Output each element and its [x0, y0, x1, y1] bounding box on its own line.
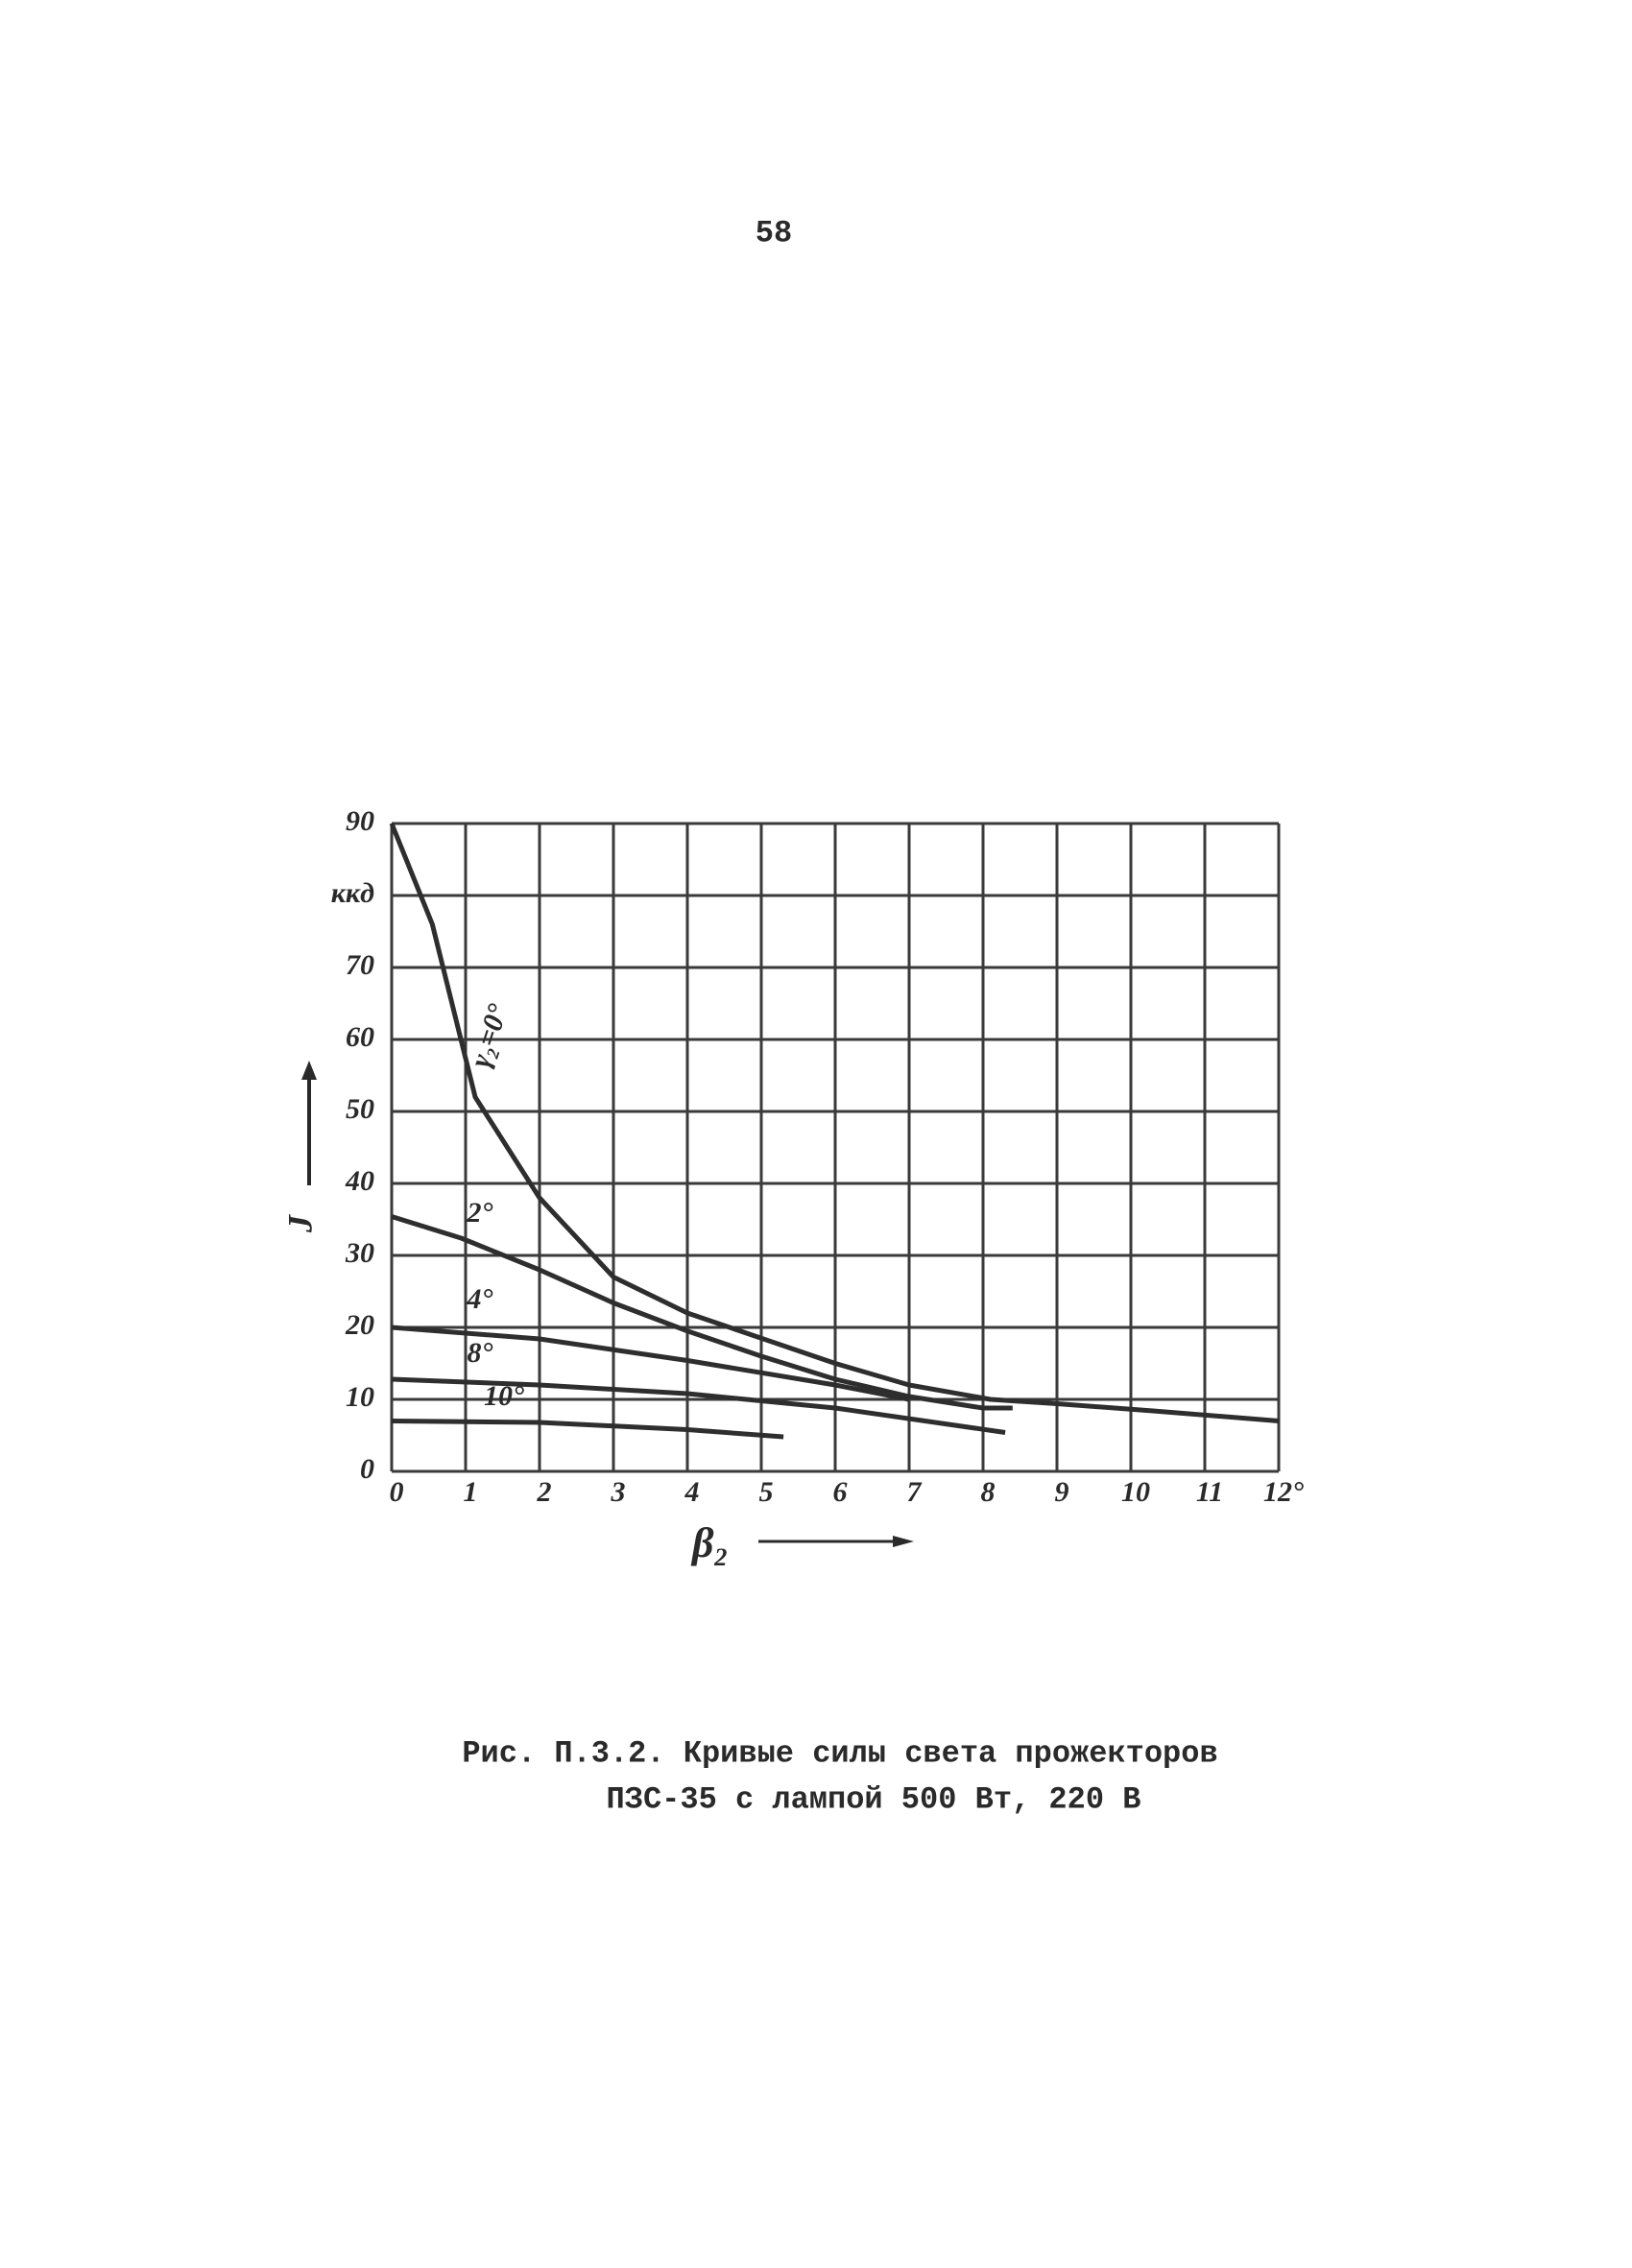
x-tick-label: 8 — [981, 1476, 996, 1508]
y-arrow-head — [301, 1061, 317, 1080]
y-tick-label: 10 — [346, 1381, 374, 1413]
x-arrow-head — [893, 1536, 914, 1547]
x-axis-label: β₂ — [690, 1519, 729, 1566]
x-tick-label: 0 — [390, 1476, 404, 1508]
x-tick-label: 2 — [537, 1476, 552, 1508]
y-tick-label: 30 — [345, 1237, 374, 1269]
curve-label: 10° — [484, 1380, 524, 1412]
curve — [389, 823, 1280, 1423]
y-tick-label: ккд — [331, 877, 374, 909]
y-axis-label: J — [280, 1214, 319, 1233]
curve — [391, 1325, 910, 1402]
y-tick-label: 90 — [346, 805, 374, 837]
caption-line: ПЗС-35 с лампой 500 Вт, 220 В — [607, 1781, 1141, 1817]
y-tick-label: 40 — [345, 1165, 374, 1197]
x-tick-label: 4 — [684, 1476, 700, 1508]
y-tick-label: 70 — [346, 949, 374, 981]
curve-label: 4° — [467, 1283, 493, 1315]
x-tick-label: 3 — [611, 1476, 626, 1508]
x-tick-label: 11 — [1196, 1476, 1223, 1508]
x-tick-label: 6 — [833, 1476, 848, 1508]
x-tick-label: 5 — [759, 1476, 774, 1508]
x-tick-label: 1 — [464, 1476, 478, 1508]
y-tick-label: 50 — [346, 1093, 374, 1125]
curve-label: 8° — [468, 1337, 493, 1369]
y-tick-label: 0 — [360, 1453, 374, 1485]
curve — [391, 1419, 784, 1440]
curve — [391, 1214, 1013, 1411]
x-tick-label: 7 — [907, 1476, 923, 1508]
page-number: 58 — [756, 215, 792, 251]
curve-label: 2° — [467, 1197, 493, 1229]
curve — [391, 1376, 1006, 1435]
x-tick-label: 9 — [1055, 1476, 1069, 1508]
caption-line: Рис. П.3.2. Кривые силы света прожекторо… — [462, 1735, 1217, 1771]
y-tick-label: 60 — [346, 1021, 374, 1053]
x-tick-label: 10 — [1121, 1476, 1150, 1508]
curve-label: γ₂=0° — [464, 1000, 514, 1071]
x-tick-label: 12° — [1263, 1476, 1304, 1508]
y-tick-label: 20 — [345, 1309, 374, 1341]
